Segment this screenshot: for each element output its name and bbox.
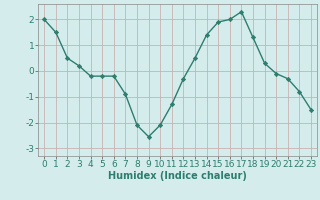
X-axis label: Humidex (Indice chaleur): Humidex (Indice chaleur): [108, 171, 247, 181]
